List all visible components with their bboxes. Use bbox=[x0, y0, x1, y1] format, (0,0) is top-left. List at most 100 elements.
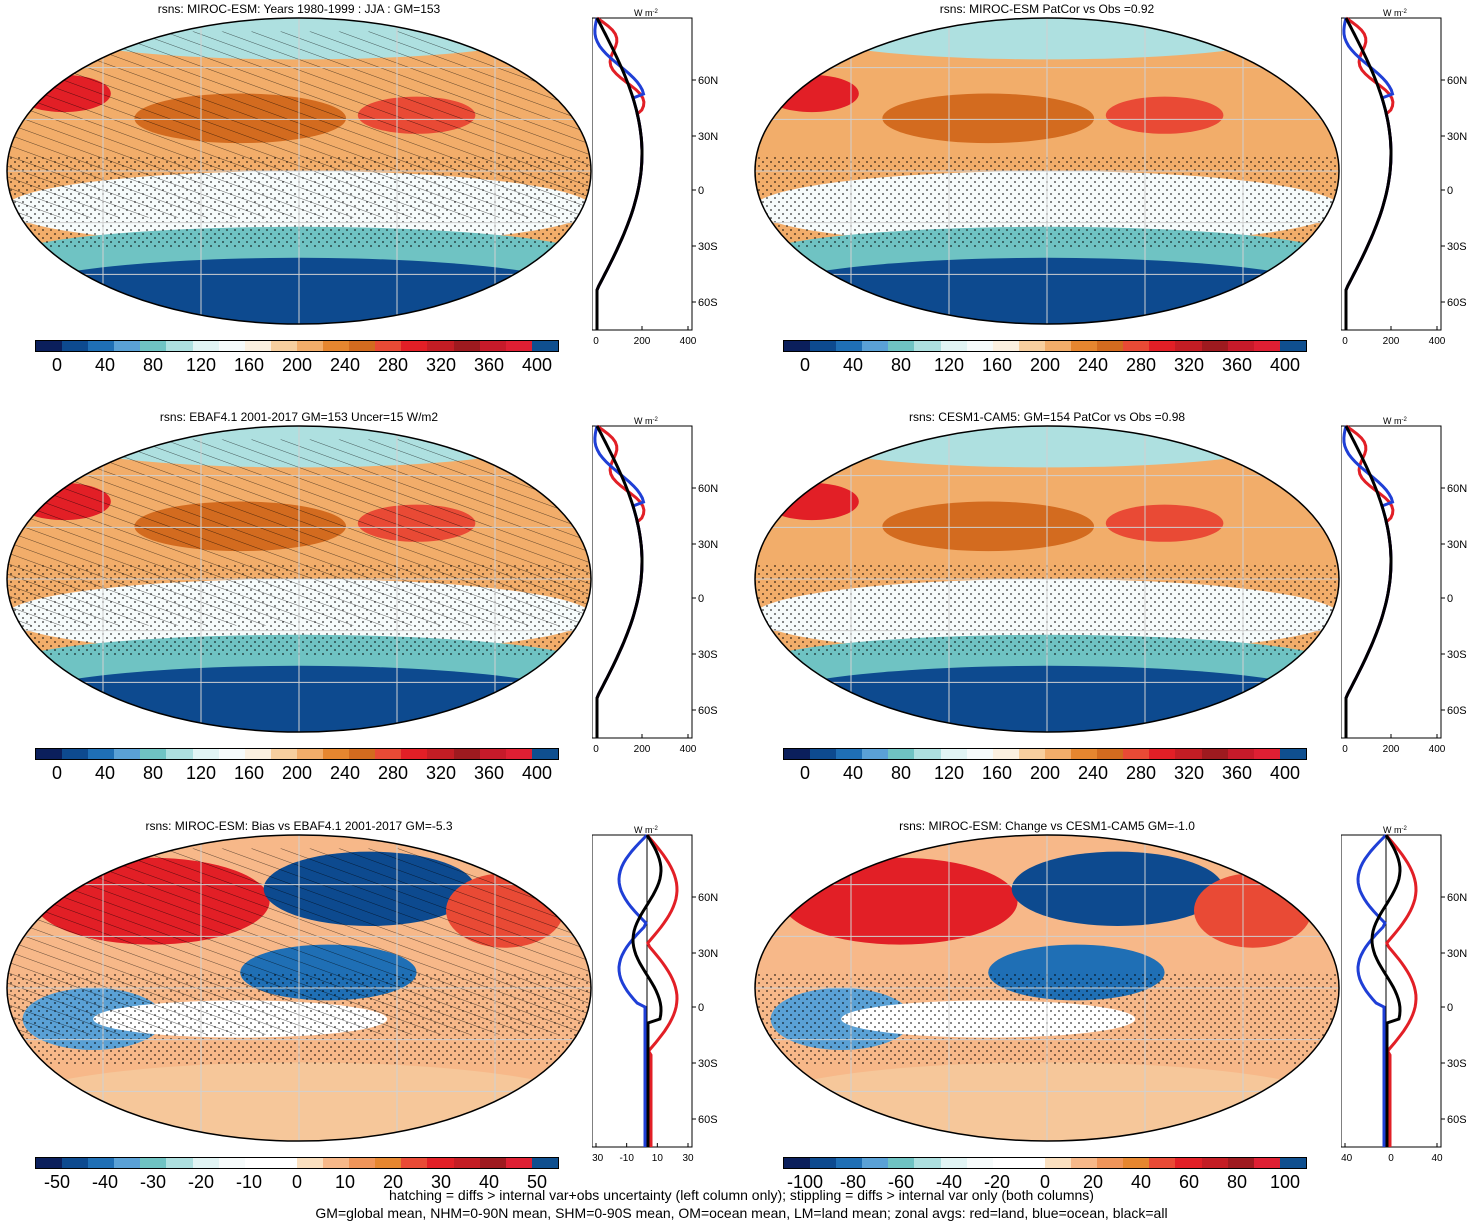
map-panel bbox=[6, 17, 592, 325]
colorbar-tick-label: 320 bbox=[425, 355, 457, 375]
zonal-lat-label: 30S bbox=[698, 649, 718, 661]
zonal-curve bbox=[1370, 834, 1402, 1147]
zonal-x-tick-label: -30 bbox=[592, 1153, 604, 1164]
zonal-x-tick-label: -40 bbox=[1341, 1153, 1353, 1164]
zonal-curve bbox=[645, 834, 679, 1147]
colorbar-tick-label: 240 bbox=[329, 355, 361, 375]
zonal-unit-label: W m-2 bbox=[1383, 8, 1407, 18]
colorbar-tick-label: 20 bbox=[1082, 1172, 1104, 1192]
colorbar-tick-label: -30 bbox=[139, 1172, 167, 1192]
zonal-lat-label: 0 bbox=[698, 1002, 704, 1014]
colorbar-tick-label: 120 bbox=[185, 355, 217, 375]
zonal-lat-label: 0 bbox=[698, 185, 704, 197]
map-panel bbox=[754, 425, 1340, 733]
zonal-mean-panel: W m-2 60N 30N 0 30S 60S 0 200 400 bbox=[1341, 8, 1467, 347]
colorbar-tick-label: 160 bbox=[981, 355, 1013, 375]
footer-legend-note: GM=global mean, NHM=0-90N mean, SHM=0-90… bbox=[315, 1205, 1168, 1221]
zonal-lat-label: 60S bbox=[698, 297, 718, 309]
zonal-curve bbox=[595, 17, 644, 330]
zonal-x-tick-label: 200 bbox=[1383, 744, 1400, 755]
colorbar-labels: -50 -40 -30 -20 -10 0 10 20 30 40 50 bbox=[44, 1172, 547, 1194]
colorbar-tick-label: 20 bbox=[382, 1172, 404, 1192]
colorbar-tick-label: 40 bbox=[94, 355, 116, 375]
panel-title: rsns: CESM1-CAM5: GM=154 PatCor vs Obs =… bbox=[908, 410, 1186, 424]
colorbar-tick-label: 400 bbox=[1269, 763, 1301, 783]
colorbar-tick-label: 200 bbox=[281, 355, 313, 375]
colorbar-tick-label: 360 bbox=[1221, 355, 1253, 375]
panel-title: rsns: EBAF4.1 2001-2017 GM=153 Uncer=15 … bbox=[159, 410, 439, 424]
zonal-unit-label: W m-2 bbox=[1383, 416, 1407, 426]
zonal-x-tick-label: 200 bbox=[1383, 336, 1400, 347]
panel-title: rsns: MIROC-ESM: Bias vs EBAF4.1 2001-20… bbox=[145, 819, 453, 833]
colorbar-tick-label: 40 bbox=[478, 1172, 500, 1192]
zonal-x-tick-label: 0 bbox=[593, 744, 599, 755]
colorbar-tick-label: 40 bbox=[94, 763, 116, 783]
colorbar-tick-label: 30 bbox=[430, 1172, 452, 1192]
zonal-curve bbox=[1356, 833, 1388, 1147]
zonal-curve bbox=[1344, 17, 1393, 330]
colorbar-tick-label: -20 bbox=[983, 1172, 1011, 1192]
zonal-lat-label: 30N bbox=[698, 539, 718, 551]
colorbar-tick-label: 80 bbox=[890, 763, 912, 783]
zonal-x-tick-label: 400 bbox=[680, 744, 697, 755]
colorbar bbox=[35, 340, 559, 352]
colorbar-tick-label: 0 bbox=[51, 763, 63, 783]
zonal-lat-label: 30N bbox=[1447, 948, 1467, 960]
colorbar-tick-label: 50 bbox=[526, 1172, 548, 1192]
colorbar bbox=[35, 1157, 559, 1169]
colorbar-tick-label: 0 bbox=[291, 1172, 303, 1192]
zonal-curve bbox=[617, 833, 649, 1147]
zonal-x-tick-label: 0 bbox=[1388, 1153, 1394, 1164]
colorbar-tick-label: 320 bbox=[1173, 763, 1205, 783]
zonal-lat-label: 30N bbox=[698, 131, 718, 143]
zonal-lat-label: 60S bbox=[698, 1114, 718, 1126]
colorbar-tick-label: 280 bbox=[377, 763, 409, 783]
zonal-unit-label: W m-2 bbox=[634, 416, 658, 426]
colorbar-labels: 0 40 80 120 160 200 240 280 320 360 400 bbox=[800, 355, 1300, 377]
colorbar-tick-label: 80 bbox=[142, 763, 164, 783]
zonal-mean-panel: W m-2 60N 30N 0 30S 60S 0 200 400 bbox=[592, 8, 718, 347]
zonal-x-tick-label: 200 bbox=[634, 744, 651, 755]
colorbar-tick-label: 100 bbox=[1269, 1172, 1301, 1192]
zonal-x-tick-label: 0 bbox=[593, 336, 599, 347]
map-panel bbox=[6, 425, 592, 733]
colorbar-tick-label: 0 bbox=[1039, 1172, 1051, 1192]
colorbar-tick-label: 160 bbox=[981, 763, 1013, 783]
zonal-lat-label: 30S bbox=[1447, 649, 1467, 661]
colorbar-tick-label: 240 bbox=[1077, 355, 1109, 375]
zonal-curve bbox=[631, 834, 663, 1147]
zonal-lat-label: 60N bbox=[698, 75, 718, 87]
zonal-lat-label: 30S bbox=[1447, 1058, 1467, 1070]
colorbar-tick-label: -40 bbox=[935, 1172, 963, 1192]
colorbar-tick-label: 120 bbox=[933, 355, 965, 375]
colorbar-tick-label: 360 bbox=[1221, 763, 1253, 783]
zonal-x-tick-label: 10 bbox=[652, 1153, 664, 1164]
colorbar-tick-label: 280 bbox=[377, 355, 409, 375]
zonal-lat-label: 30S bbox=[698, 1058, 718, 1070]
zonal-unit-label: W m-2 bbox=[1383, 825, 1407, 835]
zonal-lat-label: 30N bbox=[1447, 131, 1467, 143]
zonal-x-tick-label: 400 bbox=[1429, 336, 1446, 347]
zonal-lat-label: 30N bbox=[698, 948, 718, 960]
colorbar bbox=[783, 1157, 1307, 1169]
colorbar-tick-label: -80 bbox=[839, 1172, 867, 1192]
colorbar-tick-label: 40 bbox=[842, 763, 864, 783]
colorbar-tick-label: 280 bbox=[1125, 763, 1157, 783]
colorbar bbox=[783, 340, 1307, 352]
colorbar bbox=[35, 748, 559, 760]
zonal-lat-label: 60N bbox=[1447, 892, 1467, 904]
colorbar-tick-label: 240 bbox=[329, 763, 361, 783]
colorbar-tick-label: -60 bbox=[887, 1172, 915, 1192]
colorbar bbox=[783, 748, 1307, 760]
colorbar-tick-label: 320 bbox=[425, 763, 457, 783]
panel-title: rsns: MIROC-ESM: Years 1980-1999 : JJA :… bbox=[157, 2, 441, 16]
colorbar-tick-label: -10 bbox=[235, 1172, 263, 1192]
zonal-lat-label: 60S bbox=[1447, 1114, 1467, 1126]
zonal-x-tick-label: 30 bbox=[682, 1153, 694, 1164]
colorbar-tick-label: 200 bbox=[1029, 763, 1061, 783]
zonal-curve bbox=[595, 425, 644, 738]
colorbar-tick-label: 200 bbox=[281, 763, 313, 783]
zonal-lat-label: 60N bbox=[1447, 483, 1467, 495]
zonal-x-tick-label: 0 bbox=[1342, 336, 1348, 347]
zonal-lat-label: 0 bbox=[1447, 1002, 1453, 1014]
